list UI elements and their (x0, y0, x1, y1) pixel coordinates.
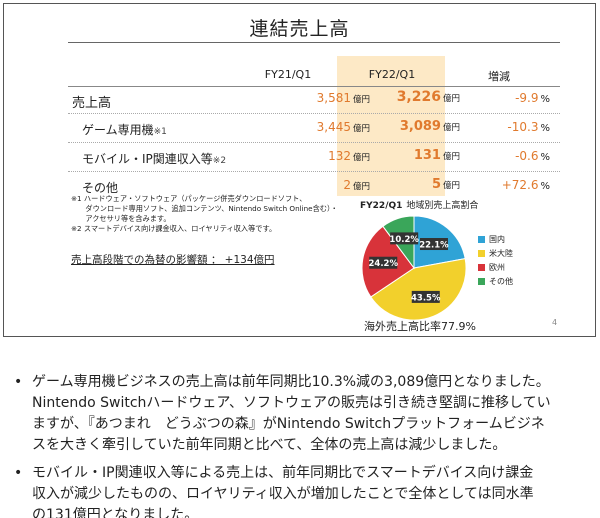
header-change: 増減 (488, 70, 510, 83)
pie-legend: 国内 米大陸 欧州 その他 (478, 232, 513, 288)
fy21-value: 3,445 億円 (316, 120, 370, 134)
header-rule (68, 86, 560, 87)
row-label: ゲーム専用機※1 (82, 123, 167, 137)
legend-swatch (478, 263, 485, 271)
footnotes: ※1 ハードウェア・ソフトウェア（パッケージ併売ダウンロードソフト、 ダウンロー… (71, 194, 351, 234)
pie-data-label: 43.5% (411, 290, 441, 303)
pie-slice-1 (370, 257, 467, 321)
bullet-dot: • (14, 465, 23, 481)
header-fy21: FY21/Q1 (264, 68, 312, 81)
fy21-value: 3,581 億円 (316, 91, 370, 105)
svg-text:10.2%: 10.2% (389, 235, 419, 245)
table-row-other: その他 2 億円 5 億円 +72.6% (68, 173, 560, 197)
change-value: -9.9% (515, 91, 550, 105)
footnote-line: ※1 ハードウェア・ソフトウェア（パッケージ併売ダウンロードソフト、 (71, 194, 307, 203)
legend-swatch (478, 235, 485, 243)
fy21-value: 2 億円 (343, 178, 370, 192)
fy22-highlight-column (337, 56, 445, 196)
legend-swatch (478, 249, 485, 257)
fx-impact-note: 売上高段階での為替の影響額 ： +134億円 (71, 254, 275, 266)
footnote-line: ダウンロード専用ソフト、追加コンテンツ、Nintendo Switch Onli… (71, 204, 338, 213)
title-rule (68, 42, 560, 43)
fy22-value: 3,089 億円 (399, 119, 460, 134)
pie-data-label: 22.1% (419, 238, 449, 251)
legend-item: 米大陸 (478, 246, 513, 260)
pie-title: FY22/Q1 地域別売上高割合 (360, 201, 479, 211)
table-row-total: 売上高 3,581 億円 3,226 億円 -9.9% (68, 86, 560, 111)
legend-item: 国内 (478, 232, 513, 246)
page-number: 4 (552, 318, 558, 327)
svg-text:22.1%: 22.1% (419, 241, 449, 251)
pie-data-label: 24.2% (368, 256, 398, 269)
bullet-text: ゲーム専用機ビジネスの売上高は前年同期比10.3%減の3,089億円となりました… (32, 374, 551, 453)
svg-text:24.2%: 24.2% (368, 259, 398, 269)
svg-text:43.5%: 43.5% (411, 293, 441, 303)
footnote-line: ※2 スマートデバイス向け課金収入、ロイヤリティ収入等です。 (71, 224, 277, 233)
row-divider (68, 113, 560, 114)
footnote-line: アクセサリ等を含みます。 (71, 214, 171, 223)
fy21-value: 132 億円 (328, 149, 370, 163)
pie-chart: 22.1% 43.5% 24.2% 10.2% (361, 215, 467, 321)
legend-item: その他 (478, 274, 513, 288)
header-fy22: FY22/Q1 (368, 68, 416, 81)
slide: 連結売上高 FY21/Q1 FY22/Q1 増減 売上高 3,581 億円 3,2… (3, 3, 596, 337)
slide-title: 連結売上高 (249, 18, 350, 40)
row-divider (68, 142, 560, 143)
pie-data-label: 10.2% (389, 232, 419, 245)
change-value: -0.6% (515, 149, 550, 163)
fy22-value: 131 億円 (413, 148, 460, 163)
change-value: -10.3% (507, 120, 550, 134)
table-row-mobile-ip: モバイル・IP関連収入等※2 132 億円 131 億円 -0.6% (68, 144, 560, 168)
fy22-value: 3,226 億円 (396, 89, 460, 105)
row-label: その他 (82, 181, 119, 195)
overseas-sales-ratio: 海外売上高比率77.9% (364, 320, 476, 333)
bullet-dot: • (14, 374, 23, 390)
fy22-value: 5 億円 (431, 177, 460, 192)
change-value: +72.6% (501, 178, 550, 192)
row-label: モバイル・IP関連収入等※2 (82, 152, 227, 166)
row-label: 売上高 (72, 96, 112, 111)
table-row-dedicated-game: ゲーム専用機※1 3,445 億円 3,089 億円 -10.3% (68, 115, 560, 139)
row-divider (68, 171, 560, 172)
legend-swatch (478, 277, 485, 285)
legend-item: 欧州 (478, 260, 513, 274)
bullet-text: モバイル・IP関連収入等による売上は、前年同期比でスマートデバイス向け課金 収入… (32, 465, 534, 518)
